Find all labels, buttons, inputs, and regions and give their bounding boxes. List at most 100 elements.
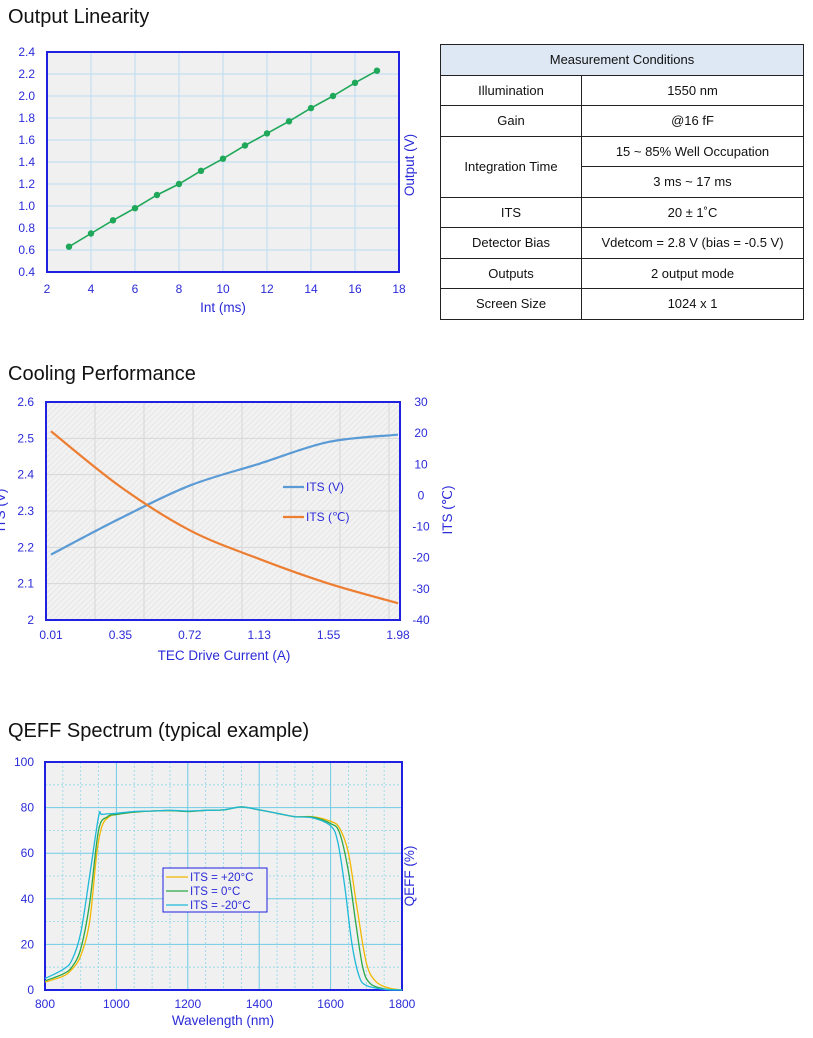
y-tick-label: 1.2 (18, 177, 35, 191)
x-tick-label: 2 (44, 282, 51, 296)
y-right-axis-title: ITS (℃) (440, 486, 455, 535)
x-tick-label: 1.13 (248, 628, 272, 642)
series-line (44, 806, 403, 991)
x-tick-label: 1.55 (317, 628, 341, 642)
y-left-tick-label: 2.6 (17, 395, 34, 409)
y-tick-label: 2.2 (18, 67, 35, 81)
y-left-tick-label: 2.4 (17, 468, 34, 482)
row-value: 1550 nm (581, 74, 804, 106)
cooling-performance-chart: 2 2.1 2.2 2.3 2.4 2.5 2.6 -40 -30 -20 -10 0 10 20 30 0.… (0, 395, 455, 663)
y-left-axis-title: ITS (V) (0, 489, 8, 532)
data-point (329, 92, 337, 100)
y-right-tick-label: -40 (412, 613, 430, 627)
qeff-section-title: QEFF Spectrum (typical example) (8, 720, 310, 742)
row-label: Detector Bias (440, 227, 582, 259)
data-point (109, 217, 117, 224)
x-tick-label: 800 (35, 997, 55, 1011)
y-tick-label: 1.0 (18, 199, 35, 213)
x-tick-label: 0.01 (39, 628, 63, 642)
y-axis-title: Output (V) (402, 134, 417, 196)
row-label: Outputs (440, 257, 582, 289)
x-tick-label: 4 (88, 282, 95, 296)
x-tick-label: 8 (176, 282, 183, 296)
table-row: Outputs 2 output mode (440, 257, 804, 289)
row-label: ITS (440, 196, 582, 228)
data-point (263, 130, 271, 137)
y-right-tick-label: 0 (418, 488, 425, 502)
table-row: Gain @16 fF (440, 105, 804, 137)
y-tick-label: 1.6 (18, 133, 35, 147)
data-point (131, 205, 139, 212)
y-left-tick-label: 2 (27, 613, 34, 627)
output-linearity-chart: 2 4 6 8 10 12 14 16 18 0.4 0.6 0.8 1.0 1.2 1.4 1.6 1.8 2.… (18, 45, 417, 315)
y-tick-label: 40 (21, 892, 35, 906)
y-left-tick-label: 2.3 (17, 504, 34, 518)
y-tick-label: 2.0 (18, 89, 35, 103)
x-tick-label: 1.98 (386, 628, 410, 642)
row-label: Gain (440, 105, 582, 137)
cooling-section-title: Cooling Performance (8, 363, 196, 385)
qeff-spectrum-chart: 800 1000 1200 1400 1600 1800 0 20 40 60 80 100 ITS =… (14, 755, 417, 1028)
measurement-conditions-table: Measurement Conditions Illumination 1550 … (440, 44, 804, 320)
row-value: 2 output mode (581, 257, 804, 289)
x-tick-label: 14 (304, 282, 318, 296)
row-label: Illumination (440, 74, 582, 106)
data-point (65, 243, 73, 250)
plot-border (45, 401, 401, 621)
data-point (197, 167, 205, 174)
table-row: ITS 20 ± 1˚C (440, 196, 804, 228)
x-axis-title: Int (ms) (200, 300, 246, 315)
y-tick-label: 1.8 (18, 111, 35, 125)
x-axis-title: TEC Drive Current (A) (158, 648, 291, 663)
legend-label: ITS = -20°C (190, 900, 251, 912)
plot-border (44, 761, 403, 991)
y-tick-label: 80 (21, 801, 35, 815)
y-right-tick-label: 20 (414, 426, 428, 440)
data-point (285, 118, 293, 125)
y-left-tick-label: 2.5 (17, 431, 34, 445)
data-point (87, 230, 95, 237)
row-label: Screen Size (440, 288, 582, 320)
table-row: 3 ms ~ 17 ms (441, 166, 804, 198)
table-row: Illumination 1550 nm (440, 74, 804, 106)
x-tick-label: 18 (392, 282, 406, 296)
x-tick-label: 1800 (389, 997, 416, 1011)
y-left-tick-label: 2.2 (17, 540, 34, 554)
x-tick-label: 10 (216, 282, 230, 296)
y-tick-label: 100 (14, 755, 34, 769)
table-header-row: Measurement Conditions (440, 44, 804, 76)
plot-border (46, 51, 400, 273)
y-tick-label: 2.4 (18, 45, 35, 59)
row-value: 3 ms ~ 17 ms (581, 166, 804, 198)
y-right-tick-label: -30 (412, 582, 430, 596)
x-tick-label: 0.35 (109, 628, 133, 642)
row-label: Integration Time (440, 135, 582, 198)
series-line-its-v (50, 433, 399, 556)
data-point (153, 191, 161, 199)
y-tick-label: 20 (21, 937, 35, 951)
y-tick-label: 60 (21, 846, 35, 860)
legend-label: ITS = 0°C (190, 886, 240, 898)
y-right-tick-label: -10 (412, 520, 430, 534)
x-tick-label: 12 (260, 282, 274, 296)
y-tick-label: 1.4 (18, 155, 35, 169)
x-tick-label: 1200 (174, 997, 201, 1011)
row-value: 1024 x 1 (581, 288, 804, 320)
y-axis-title: QEFF (%) (402, 846, 417, 907)
y-right-tick-label: 30 (414, 395, 428, 409)
legend-label: ITS (℃) (306, 510, 349, 524)
legend-label: ITS = +20°C (190, 872, 253, 884)
y-tick-label: 0.4 (18, 265, 35, 279)
x-tick-label: 1000 (103, 997, 130, 1011)
y-tick-label: 0 (27, 983, 34, 997)
x-axis-title: Wavelength (nm) (172, 1013, 274, 1028)
data-point (219, 155, 227, 162)
linearity-section-title: Output Linearity (8, 6, 150, 28)
x-tick-label: 16 (348, 282, 362, 296)
y-tick-label: 0.6 (18, 243, 35, 257)
y-tick-label: 0.8 (18, 221, 35, 235)
y-right-tick-label: -20 (412, 551, 430, 565)
legend-label: ITS (V) (306, 480, 344, 494)
series-line-its-c (50, 430, 399, 605)
